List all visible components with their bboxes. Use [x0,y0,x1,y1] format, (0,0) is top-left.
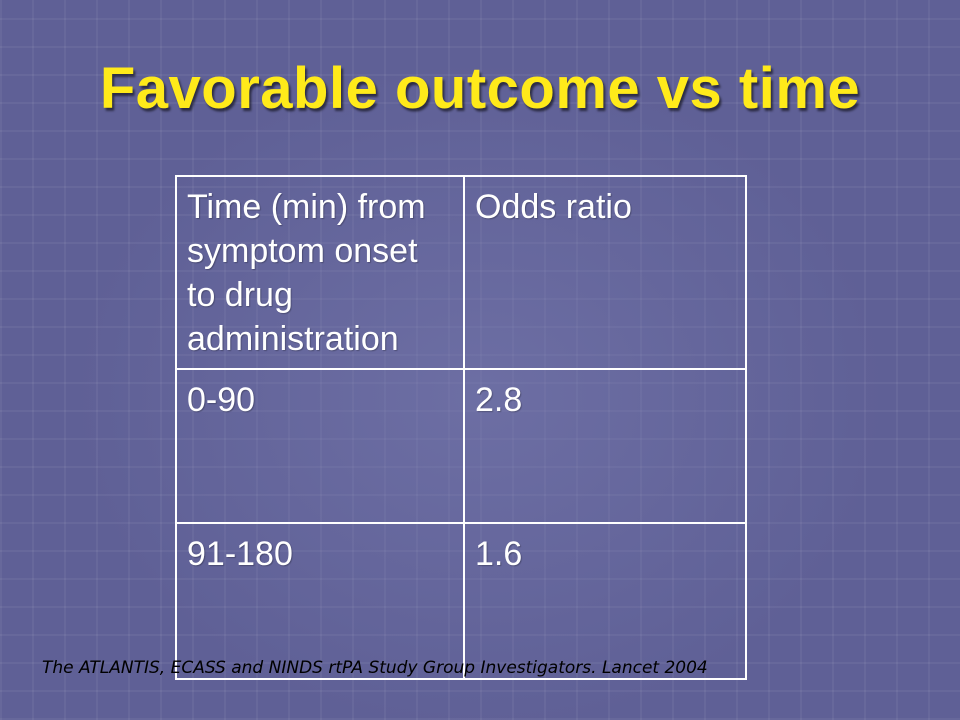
slide-title: Favorable outcome vs time [99,56,861,121]
citation: The ATLANTIS, ECASS and NINDS rtPA Study… [42,658,708,678]
table-row: 91-180 1.6 [175,522,747,680]
table-row: 0-90 2.8 [175,368,747,525]
data-table: Time (min) from symptom onset to drug ad… [175,174,747,680]
header-time: Time (min) from symptom onset to drug ad… [175,174,465,371]
table-header-row: Time (min) from symptom onset to drug ad… [175,174,747,371]
cell-time: 0-90 [175,368,465,525]
cell-time: 91-180 [175,522,465,680]
cell-odds-ratio: 2.8 [463,368,747,525]
header-odds-ratio: Odds ratio [463,174,747,371]
cell-odds-ratio: 1.6 [463,522,747,680]
